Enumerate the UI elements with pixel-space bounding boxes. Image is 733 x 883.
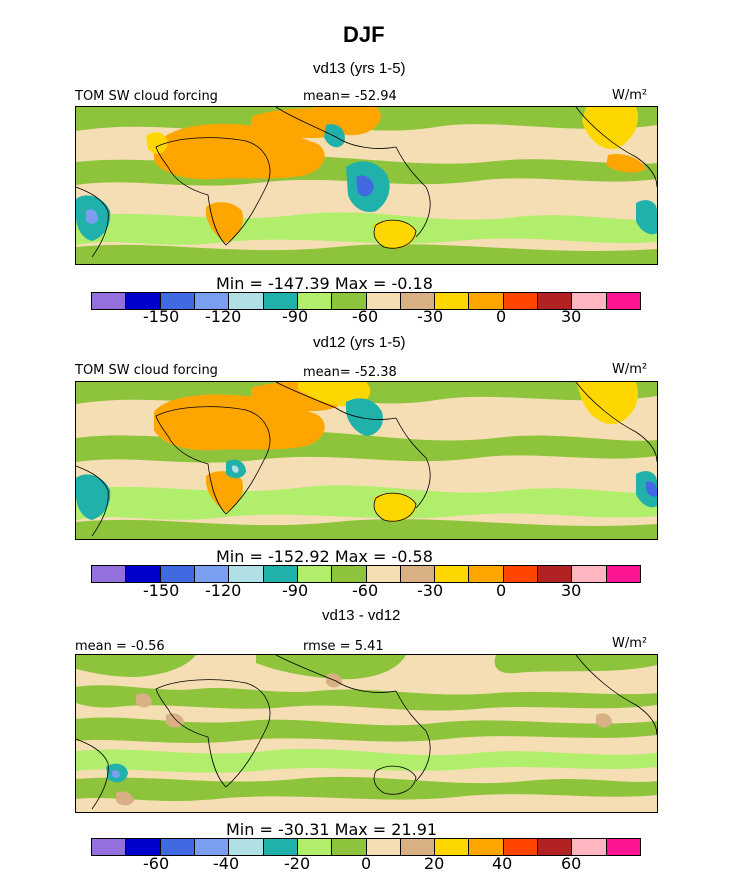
colorbar-swatch — [538, 293, 573, 309]
panel2-map-field — [76, 382, 657, 539]
panel3-tick: 60 — [561, 854, 582, 873]
panel3-tick: -20 — [284, 854, 311, 873]
panel1-mean-label: mean= -52.94 — [303, 89, 397, 104]
colorbar-swatch — [538, 566, 573, 582]
panel3-tick: 20 — [424, 854, 445, 873]
panel3-min-max: Min = -30.31 Max = 21.91 — [226, 820, 438, 839]
colorbar-swatch — [160, 566, 195, 582]
colorbar-swatch — [469, 839, 504, 855]
colorbar-swatch — [400, 293, 436, 309]
colorbar-swatch — [332, 293, 367, 309]
panel2-tick: 30 — [561, 581, 582, 600]
panel1-units-label: W/m² — [612, 88, 648, 103]
panel2-min-max: Min = -152.92 Max = -0.58 — [216, 547, 433, 566]
colorbar-swatch — [92, 293, 127, 309]
colorbar-swatch — [606, 839, 640, 855]
colorbar-swatch — [606, 293, 640, 309]
panel2-map — [75, 381, 658, 540]
colorbar-swatch — [229, 566, 264, 582]
panel3-colorbar — [91, 838, 641, 856]
colorbar-swatch — [126, 293, 161, 309]
colorbar-swatch — [503, 293, 539, 309]
panel1-colorbar-ticks: -150 -120 -90 -60 -30 0 30 — [91, 307, 639, 327]
panel1-colorbar — [91, 292, 641, 310]
panel3-colorbar-ticks: -60 -40 -20 0 20 40 60 — [91, 854, 639, 874]
panel1-map — [75, 106, 658, 265]
panel3-tick: 0 — [361, 854, 372, 873]
colorbar-swatch — [126, 839, 161, 855]
panel1-tick: -120 — [205, 307, 242, 326]
colorbar-swatch — [229, 293, 264, 309]
colorbar-swatch — [263, 293, 298, 309]
panel1-tick: 30 — [561, 307, 582, 326]
colorbar-swatch — [297, 293, 333, 309]
colorbar-swatch — [572, 293, 607, 309]
colorbar-swatch — [572, 566, 607, 582]
panel2-mean-label: mean= -52.38 — [303, 365, 397, 380]
panel1-tick: -30 — [417, 307, 444, 326]
panel3-mean-label: mean = -0.56 — [75, 639, 165, 654]
panel3-tick: -40 — [213, 854, 240, 873]
colorbar-swatch — [572, 839, 607, 855]
panel1-tick: -150 — [143, 307, 180, 326]
panel1-tick: 0 — [496, 307, 507, 326]
colorbar-swatch — [263, 566, 298, 582]
colorbar-swatch — [194, 566, 230, 582]
colorbar-swatch — [538, 839, 573, 855]
panel2-colorbar — [91, 565, 641, 583]
panel2-tick: -120 — [205, 581, 242, 600]
colorbar-swatch — [366, 839, 401, 855]
panel2-variable-label: TOM SW cloud forcing — [75, 363, 218, 378]
colorbar-swatch — [435, 839, 470, 855]
panel2-subtitle: vd12 (yrs 1-5) — [313, 334, 406, 351]
panel3-tick: 40 — [492, 854, 513, 873]
panel3-map — [75, 654, 658, 813]
colorbar-swatch — [435, 293, 470, 309]
panel1-subtitle: vd13 (yrs 1-5) — [313, 60, 406, 77]
colorbar-swatch — [503, 566, 539, 582]
panel2-tick: 0 — [496, 581, 507, 600]
figure-title: DJF — [343, 22, 385, 47]
colorbar-swatch — [194, 293, 230, 309]
colorbar-swatch — [194, 839, 230, 855]
colorbar-swatch — [435, 566, 470, 582]
colorbar-swatch — [160, 839, 195, 855]
panel3-tick: -60 — [143, 854, 170, 873]
panel3-units-label: W/m² — [612, 636, 648, 651]
colorbar-swatch — [332, 839, 367, 855]
colorbar-swatch — [297, 839, 333, 855]
panel1-tick: -90 — [282, 307, 309, 326]
colorbar-swatch — [92, 839, 127, 855]
panel2-tick: -150 — [143, 581, 180, 600]
colorbar-swatch — [229, 839, 264, 855]
panel2-colorbar-ticks: -150 -120 -90 -60 -30 0 30 — [91, 581, 639, 601]
colorbar-swatch — [366, 566, 401, 582]
panel3-map-field — [76, 655, 657, 812]
colorbar-swatch — [606, 566, 640, 582]
panel2-units-label: W/m² — [612, 362, 648, 377]
colorbar-swatch — [160, 293, 195, 309]
colorbar-swatch — [366, 293, 401, 309]
colorbar-swatch — [332, 566, 367, 582]
panel1-tick: -60 — [352, 307, 379, 326]
colorbar-swatch — [92, 566, 127, 582]
colorbar-swatch — [469, 566, 504, 582]
colorbar-swatch — [469, 293, 504, 309]
colorbar-swatch — [297, 566, 333, 582]
colorbar-swatch — [126, 566, 161, 582]
panel1-variable-label: TOM SW cloud forcing — [75, 89, 218, 104]
panel1-min-max: Min = -147.39 Max = -0.18 — [216, 274, 433, 293]
panel2-tick: -60 — [352, 581, 379, 600]
panel2-tick: -90 — [282, 581, 309, 600]
panel1-map-field — [76, 107, 657, 264]
panel2-tick: -30 — [417, 581, 444, 600]
colorbar-swatch — [400, 566, 436, 582]
panel3-rmse-label: rmse = 5.41 — [303, 639, 384, 654]
colorbar-swatch — [263, 839, 298, 855]
colorbar-swatch — [400, 839, 436, 855]
colorbar-swatch — [503, 839, 539, 855]
panel3-subtitle: vd13 - vd12 — [322, 607, 401, 624]
